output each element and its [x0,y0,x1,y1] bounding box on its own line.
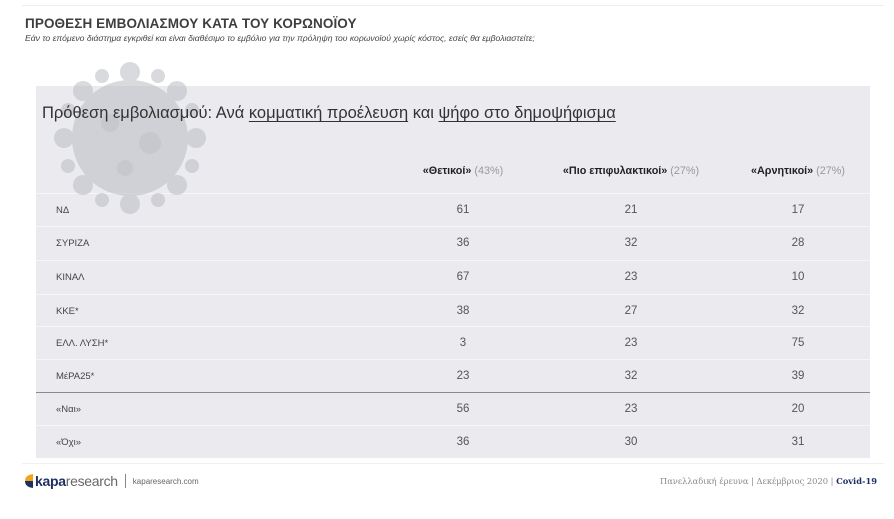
cell-positive: 36 [456,436,470,448]
logo-separator [124,474,126,488]
cell-negative: 32 [791,305,805,317]
cell-hesitant: 32 [624,370,638,382]
cell-hesitant: 23 [624,403,638,415]
cell-negative: 20 [791,403,805,415]
row-label: ΕΛΛ. ΛΥΣΗ* [56,338,109,349]
website-link[interactable]: kaparesearch.com [132,476,199,486]
cell-negative: 75 [791,337,805,349]
column-pct: (27%) [816,165,845,177]
top-divider [22,5,884,6]
row-label: ΚΚΕ* [56,306,79,317]
page-subtitle: Εάν το επόμενο διάστημα εγκριθεί και είν… [25,33,535,43]
row-label: ΚΙΝΑΛ [56,272,85,283]
column-pct: (27%) [670,165,700,177]
panel-title-prefix: Πρόθεση εμβολιασμού: Ανά [42,104,249,122]
table-row: ΝΔ 61 21 17 [36,193,870,226]
column-header-negative: «Αρνητικοί» (27%) [751,165,845,177]
table-row: ΕΛΛ. ΛΥΣΗ* 3 23 75 [36,326,870,359]
row-label: ΝΔ [56,205,70,216]
logo-mark-icon [25,474,33,488]
cell-positive: 23 [456,370,470,382]
row-label: «Όχι» [56,437,82,448]
kapa-research-logo: kapa research kaparesearch.com [25,473,199,489]
page-title: ΠΡΟΘΕΣΗ ΕΜΒΟΛΙΑΣΜΟΥ ΚΑΤΑ ΤΟΥ ΚΟΡΩΝΟΪΟΥ [25,16,357,31]
cell-hesitant: 32 [624,237,638,249]
cell-hesitant: 23 [624,337,638,349]
cell-hesitant: 21 [624,204,638,216]
cell-positive: 61 [456,204,470,216]
row-label: ΣΥΡΙΖΑ [56,238,90,249]
topic-label: Covid-19 [836,476,877,486]
column-header-positive: «Θετικοί» (43%) [423,165,503,177]
table-row: ΚΙΝΑΛ 67 23 10 [36,260,870,293]
cell-negative: 39 [791,370,805,382]
cell-negative: 31 [791,436,805,448]
row-label: ΜέΡΑ25* [56,371,95,382]
cell-negative: 28 [791,237,805,249]
column-label: «Αρνητικοί» [751,165,814,177]
table-row-referendum-no: «Όχι» 36 30 31 [36,425,870,458]
cell-positive: 56 [456,403,470,415]
column-label: «Θετικοί» [422,165,472,177]
table-row-referendum-yes: «Ναι» 56 23 20 [36,392,870,425]
column-header-hesitant: «Πιο επιφυλακτικοί» (27%) [563,165,699,177]
cell-hesitant: 30 [624,436,638,448]
cell-negative: 10 [791,271,805,283]
cell-hesitant: 27 [624,305,638,317]
survey-meta: Πανελλαδική έρευνα | Δεκέμβριος 2020 | [659,476,837,486]
panel-title: Πρόθεση εμβολιασμού: Ανά κομματική προέλ… [42,104,616,123]
row-label: «Ναι» [56,404,82,415]
logo-kapa-text: kapa [35,473,66,489]
footer-divider [22,463,884,464]
table-row: ΜέΡΑ25* 23 32 39 [36,359,870,392]
table-row: ΣΥΡΙΖΑ 36 32 28 [36,226,870,259]
panel-title-mid: και [408,104,439,122]
cell-positive: 3 [459,337,467,349]
table-row: ΚΚΕ* 38 27 32 [36,294,870,327]
logo-research-text: research [65,473,118,489]
cell-positive: 38 [456,305,470,317]
cell-negative: 17 [791,204,805,216]
cell-hesitant: 23 [624,271,638,283]
party-origin-link[interactable]: κομματική προέλευση [248,104,409,122]
column-pct: (43%) [474,165,504,177]
survey-info: Πανελλαδική έρευνα | Δεκέμβριος 2020 | C… [660,476,877,486]
cell-positive: 67 [456,271,470,283]
referendum-vote-link[interactable]: ψήφο στο δημοψήφισμα [438,104,616,122]
cell-positive: 36 [456,237,470,249]
column-label: «Πιο επιφυλακτικοί» [562,165,668,177]
